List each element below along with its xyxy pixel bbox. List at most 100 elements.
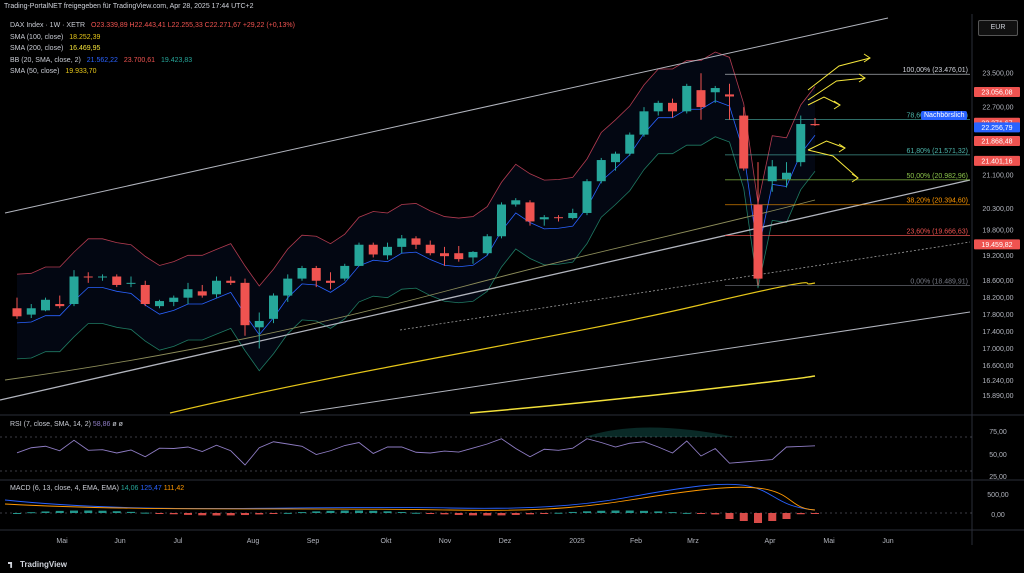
fib-level-label: 0,00% (18.489,91) [910, 278, 968, 285]
candle-body [83, 276, 93, 278]
candle-body [254, 320, 264, 328]
trend-channel-lower [299, 311, 971, 414]
tradingview-logo[interactable]: TradingView [8, 560, 67, 569]
candle-body [796, 124, 806, 163]
macd-histogram-bar [583, 511, 591, 513]
macd-histogram-bar [326, 510, 335, 513]
candle [169, 295, 179, 307]
legend-symbol-row[interactable]: DAX Index · 1W · XETR O23.339,89 H22.443… [10, 20, 295, 32]
price-label-text: 21.401,16 [981, 158, 1012, 165]
candle-body [126, 282, 136, 284]
macd-histogram-bar [98, 510, 107, 513]
legend-sma200-row[interactable]: SMA (200, close) 16.469,95 [10, 43, 295, 55]
rsi-label: RSI (7, close, SMA, 14, 2) [10, 421, 91, 428]
candle [582, 179, 592, 216]
candle [397, 234, 407, 254]
currency-button[interactable]: EUR [978, 20, 1018, 36]
time-axis-label: Sep [307, 538, 320, 545]
header-bar: Trading-PortalNET freigegeben für Tradin… [0, 0, 1024, 14]
legend-sma200-label: SMA (200, close) [10, 45, 64, 52]
candle-body [197, 291, 207, 296]
candle-body [55, 304, 65, 307]
trend-channel-upper [4, 17, 889, 214]
macd-histogram-bar [127, 511, 135, 513]
rsi-axis-tick: 25,00 [989, 474, 1007, 481]
candle [668, 98, 677, 118]
candle [525, 200, 535, 226]
macd-histogram-bar [697, 513, 705, 514]
candle-body [767, 166, 777, 182]
legend-bb-row[interactable]: BB (20, SMA, close, 2) 21.562,22 23.700,… [10, 55, 295, 67]
candle-body [354, 244, 364, 266]
macd-histogram-bar [70, 510, 78, 513]
macd-legend[interactable]: MACD (6, 13, close, 4, EMA, EMA) 14,06 1… [10, 485, 184, 492]
candle-body [497, 204, 506, 237]
candle [454, 246, 464, 262]
candle [511, 198, 521, 207]
macd-histogram-bar [725, 513, 734, 519]
macd-histogram-bar [169, 513, 178, 515]
candle-body [41, 299, 50, 311]
price-axis-tick: 18.600,00 [982, 278, 1013, 285]
macd-histogram-bar [454, 513, 463, 515]
macd-histogram-bar [269, 513, 278, 514]
candle-body [710, 88, 720, 93]
legend-sma50-row[interactable]: SMA (50, close) 19.933,70 [10, 66, 295, 78]
macd-histogram-bar [754, 513, 762, 523]
price-axis-tick: 19.800,00 [982, 227, 1013, 234]
candle [383, 242, 392, 260]
candle [226, 276, 236, 285]
candle-body [226, 280, 236, 283]
time-axis-label: Feb [630, 538, 642, 545]
macd-histogram-bar [355, 510, 363, 513]
candle-body [69, 276, 79, 305]
candle [710, 85, 720, 103]
candle [682, 83, 692, 114]
price-axis-tick: 16.240,00 [982, 378, 1013, 385]
candle-body [596, 160, 606, 182]
candle-body [112, 276, 122, 285]
macd-histogram-bar [27, 512, 36, 514]
candle-body [212, 280, 221, 295]
macd-histogram-bar [312, 511, 321, 513]
price-axis-tick: 15.890,00 [982, 393, 1013, 400]
rsi-extra: ø ø [112, 421, 123, 428]
macd-signal-value: 111,42 [163, 485, 185, 492]
macd-signal-line [4, 486, 816, 511]
legend-bb-basis: 21.562,22 [86, 56, 118, 64]
macd-histogram-bar [84, 510, 93, 513]
price-label-bg [974, 122, 1020, 133]
projection-arrow [807, 77, 866, 101]
candle-body [140, 284, 150, 305]
bollinger-basis-line [16, 100, 816, 336]
legend-sma50-value: 19.933,70 [65, 68, 97, 75]
macd-histogram-bar [13, 513, 21, 514]
candle-body [682, 85, 692, 112]
fib-level-label: 23,60% (19.666,63) [907, 229, 969, 236]
candle-body [12, 308, 22, 317]
candle [41, 297, 50, 312]
macd-histogram-bar [155, 513, 164, 514]
candle-body [311, 268, 321, 281]
fib-level-label: 100,00% (23.476,01) [903, 67, 968, 74]
price-axis-tick: 17.000,00 [982, 346, 1013, 353]
candle [55, 295, 65, 309]
header-title: Trading-PortalNET freigegeben für Tradin… [4, 3, 254, 10]
candle [69, 270, 79, 307]
candle [625, 132, 635, 156]
candle [240, 278, 250, 336]
fib-level-label: 38,20% (20.394,60) [907, 198, 969, 205]
price-axis-tick: 19.200,00 [982, 253, 1013, 260]
candle [482, 234, 492, 256]
legend-sma100-row[interactable]: SMA (100, close) 18.252,39 [10, 32, 295, 44]
macd-histogram-bar [668, 512, 677, 514]
price-axis-tick: 16.600,00 [982, 363, 1013, 370]
projection-arrow [807, 57, 871, 91]
candle [767, 160, 777, 192]
candle [468, 251, 478, 264]
price-label-bg [974, 135, 1020, 146]
candle-body [383, 246, 392, 256]
rsi-legend[interactable]: RSI (7, close, SMA, 14, 2) 58,86 ø ø [10, 421, 123, 428]
